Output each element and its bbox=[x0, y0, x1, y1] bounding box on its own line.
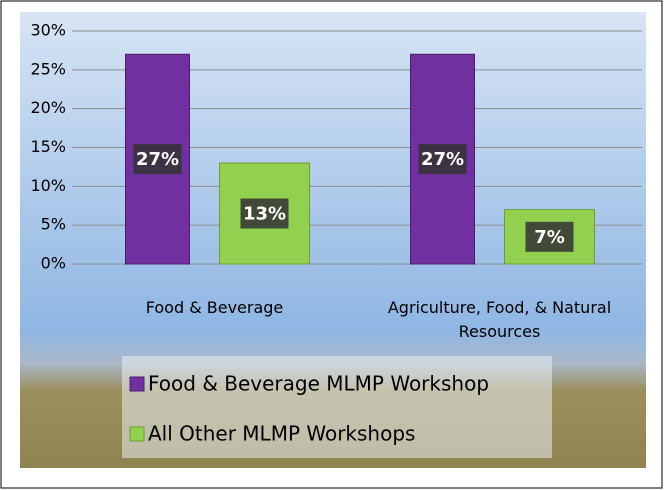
y-tick-label: 10% bbox=[30, 176, 66, 195]
x-tick-label: Agriculture, Food, & Natural Resources bbox=[387, 298, 612, 341]
data-label: 7% bbox=[534, 227, 565, 248]
y-tick-label: 15% bbox=[30, 137, 66, 156]
y-tick-label: 30% bbox=[30, 21, 66, 40]
data-label: 13% bbox=[243, 204, 286, 225]
legend-label: All Other MLMP Workshops bbox=[148, 422, 415, 446]
legend-label: Food & Beverage MLMP Workshop bbox=[148, 372, 489, 396]
y-tick-label: 5% bbox=[41, 215, 66, 234]
legend-swatch bbox=[129, 376, 145, 392]
data-label: 27% bbox=[136, 149, 179, 170]
y-tick-label: 25% bbox=[30, 59, 66, 78]
y-tick-label: 0% bbox=[41, 254, 66, 273]
legend-box bbox=[122, 356, 552, 458]
legend-swatch bbox=[129, 426, 145, 442]
data-label-box bbox=[133, 144, 182, 175]
data-label-box bbox=[240, 198, 289, 229]
y-tick-label: 20% bbox=[30, 98, 66, 117]
data-label-box bbox=[525, 221, 574, 252]
data-label-box bbox=[418, 144, 467, 175]
x-tick-label: Food & Beverage bbox=[145, 298, 284, 317]
data-label: 27% bbox=[421, 149, 464, 170]
